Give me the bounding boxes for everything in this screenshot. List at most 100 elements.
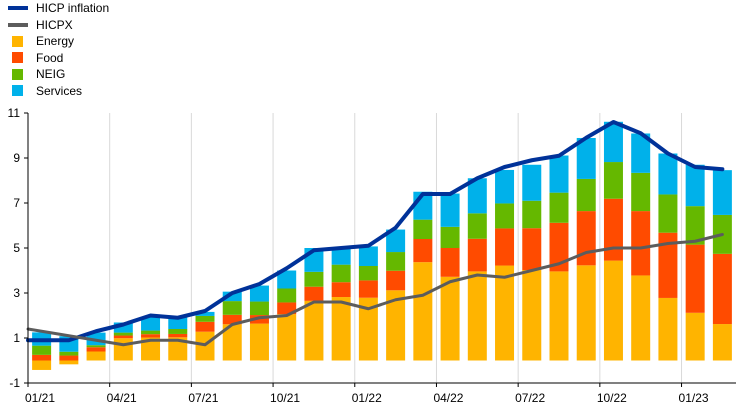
bar-neig-10-21: [277, 288, 297, 303]
bar-energy-08-22: [549, 271, 569, 361]
x-tick-label-01-22: 01/22: [352, 391, 382, 405]
y-tick-label-11: 11: [8, 106, 21, 120]
bar-services-02-22: [386, 229, 406, 253]
bar-food-02-22: [386, 270, 406, 291]
legend-label-services: Services: [36, 83, 83, 98]
bar-energy-12-21: [331, 297, 351, 361]
bar-neig-11-22: [631, 172, 651, 212]
legend-swatch-hicp-inflation: [8, 6, 28, 11]
x-tick-label-07-22: 07/22: [515, 391, 545, 405]
bar-energy-10-21: [277, 314, 297, 361]
legend-item-hicpx: HICPX: [8, 17, 109, 34]
bar-services-10-21: [277, 270, 297, 289]
axes: -1 1 3 5 7 9 11 01/21 04/21 07/21 10/21 01/22 04/22 0…: [8, 106, 736, 405]
legend-swatch-hicpx: [8, 22, 28, 27]
bar-food-10-21: [277, 302, 297, 315]
bar-neig-01-21: [32, 345, 52, 355]
y-tick-label-7: 7: [13, 196, 20, 210]
bar-services-08-21: [222, 291, 242, 302]
bar-food-01-22: [358, 280, 378, 298]
bar-services-12-21: [331, 248, 351, 265]
y-tick-label-5: 5: [13, 241, 20, 255]
line-series: [26, 120, 725, 347]
legend-item-services: Services: [8, 83, 109, 100]
bar-services-10-22: [603, 121, 623, 163]
bar-services-04-21: [113, 322, 133, 333]
bar-neig-07-22: [522, 200, 542, 229]
bar-food-06-21: [168, 333, 188, 338]
bar-energy-01-23: [685, 312, 705, 361]
bar-energy-01-21: [32, 360, 52, 370]
chart-legend: HICP inflation HICPX Energy Food NEIG Se…: [8, 0, 109, 99]
legend-item-neig: NEIG: [8, 66, 109, 83]
bar-food-07-21: [195, 321, 215, 332]
bar-neig-03-22: [413, 219, 433, 239]
bar-food-07-22: [522, 228, 542, 271]
bar-food-01-21: [32, 354, 52, 361]
legend-item-hicp-inflation: HICP inflation: [8, 0, 109, 17]
bar-services-06-22: [495, 169, 515, 204]
bar-neig-03-21: [86, 345, 106, 348]
bar-energy-09-22: [576, 265, 596, 361]
bar-energy-11-22: [631, 275, 651, 361]
bar-food-06-22: [495, 228, 515, 266]
x-tick-label-01-23: 01/23: [679, 391, 709, 405]
bar-neig-05-22: [467, 213, 487, 239]
bar-food-04-22: [440, 248, 460, 277]
bar-neig-08-21: [222, 301, 242, 315]
bar-energy-04-21: [113, 338, 133, 361]
bar-energy-02-21: [59, 360, 79, 365]
x-tick-label-01-21: 01/21: [25, 391, 55, 405]
legend-label-hicp-inflation: HICP inflation: [36, 1, 110, 16]
bar-food-11-21: [304, 286, 324, 301]
bar-food-08-21: [222, 314, 242, 325]
bar-neig-12-22: [658, 194, 678, 233]
bar-food-08-22: [549, 222, 569, 272]
bar-energy-02-22: [386, 290, 406, 361]
bar-energy-03-21: [86, 351, 106, 361]
legend-swatch-services: [12, 85, 23, 97]
y-tick-label-9: 9: [13, 151, 20, 165]
bar-neig-06-21: [168, 329, 188, 334]
line-hicp-inflation: [26, 120, 725, 343]
bar-food-03-22: [413, 239, 433, 263]
bar-energy-05-21: [141, 337, 161, 361]
bar-food-12-22: [658, 232, 678, 298]
x-tick-label-10-21: 10/21: [270, 391, 300, 405]
bar-energy-12-22: [658, 297, 678, 361]
bar-neig-01-23: [685, 206, 705, 245]
y-tick-label-3: 3: [13, 286, 20, 300]
bar-energy-11-21: [304, 300, 324, 361]
bar-food-02-23: [712, 253, 732, 325]
bar-services-02-23: [712, 170, 732, 215]
bar-services-05-21: [141, 317, 161, 331]
x-tick-label-04-21: 04/21: [107, 391, 137, 405]
bar-food-05-22: [467, 238, 487, 272]
bar-services-08-22: [549, 155, 569, 193]
bar-services-01-22: [358, 246, 378, 266]
bar-neig-12-21: [331, 264, 351, 283]
bar-food-11-22: [631, 211, 651, 276]
bar-series: [32, 121, 732, 370]
bar-food-01-23: [685, 244, 705, 313]
y-tick-label-1: 1: [13, 331, 20, 345]
legend-swatch-energy: [12, 35, 23, 47]
bar-energy-06-21: [168, 337, 188, 361]
bar-food-03-21: [86, 347, 106, 352]
bar-energy-03-22: [413, 262, 433, 361]
line-hicpx: [26, 233, 724, 347]
x-tick-label-07-21: 07/21: [188, 391, 218, 405]
bar-food-12-21: [331, 282, 351, 298]
legend-swatch-neig: [12, 68, 23, 80]
legend-label-hicpx: HICPX: [36, 17, 73, 32]
bar-food-09-22: [576, 211, 596, 266]
bar-neig-02-22: [386, 252, 406, 271]
legend-label-energy: Energy: [36, 34, 75, 49]
bar-neig-09-21: [249, 301, 269, 316]
bar-neig-07-21: [195, 315, 215, 322]
legend-item-food: Food: [8, 50, 109, 67]
bar-energy-04-22: [440, 276, 460, 361]
bar-food-04-21: [113, 335, 133, 339]
bar-food-09-21: [249, 315, 269, 324]
bar-energy-07-22: [522, 270, 542, 361]
